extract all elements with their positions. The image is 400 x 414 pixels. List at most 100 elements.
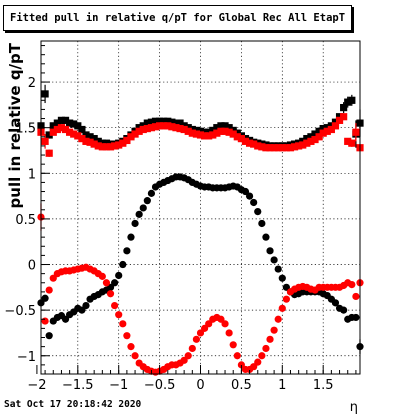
data-point-square — [258, 143, 266, 151]
data-point-circle — [233, 352, 241, 360]
data-point-square — [340, 104, 348, 112]
data-point-square — [348, 139, 356, 147]
data-point-circle — [82, 301, 90, 310]
data-point-circle — [115, 271, 123, 280]
data-point-circle — [278, 304, 286, 312]
data-point-circle — [45, 332, 53, 340]
data-point-square — [119, 139, 127, 147]
grid-lines — [41, 41, 360, 374]
data-point-square — [156, 122, 164, 130]
data-point-square — [307, 133, 315, 141]
x-tick-label: −1 — [109, 378, 128, 393]
data-point-square — [82, 137, 90, 145]
data-point-circle — [258, 219, 266, 228]
data-point-square — [323, 124, 331, 132]
data-point-square — [180, 125, 188, 134]
data-point-square — [221, 127, 229, 135]
data-point-square — [192, 126, 201, 135]
data-point-square — [74, 122, 82, 130]
data-point-circle — [188, 344, 196, 353]
data-point-circle — [98, 272, 106, 280]
data-point-square — [286, 144, 295, 152]
data-point-square — [41, 137, 49, 145]
data-point-square — [348, 96, 356, 104]
data-point-square — [78, 125, 86, 134]
data-point-circle — [266, 335, 274, 343]
data-point-square — [151, 123, 160, 131]
data-point-square — [61, 125, 70, 134]
data-point-circle — [135, 210, 143, 218]
data-point-square — [180, 122, 188, 130]
data-point-square — [164, 117, 172, 125]
data-point-square — [61, 116, 70, 124]
data-point-square — [262, 144, 270, 152]
data-point-square — [270, 144, 278, 152]
data-point-circle — [123, 332, 131, 340]
data-point-circle — [111, 279, 119, 287]
y-tick-label: −1 — [17, 350, 36, 365]
data-point-square — [213, 129, 221, 137]
data-point-circle — [340, 306, 348, 314]
data-point-square — [143, 119, 151, 127]
y-tick-label: 0 — [28, 259, 36, 274]
data-point-square — [233, 129, 241, 137]
data-point-square — [78, 135, 86, 143]
data-point-square — [331, 118, 340, 126]
data-point-square — [168, 123, 176, 131]
data-point-circle — [250, 198, 258, 207]
data-point-square — [299, 141, 307, 149]
data-point-square — [94, 137, 102, 145]
data-point-square — [131, 130, 139, 138]
data-point-square — [315, 133, 323, 141]
data-point-square — [184, 124, 192, 132]
data-point-circle — [352, 313, 360, 322]
x-tick-label: −0.5 — [144, 378, 176, 393]
data-point-circle — [282, 295, 290, 303]
data-point-circle — [352, 292, 360, 301]
data-point-square — [340, 113, 348, 121]
data-point-circle — [348, 280, 356, 289]
data-point-square — [221, 122, 229, 130]
data-point-circle — [41, 294, 49, 302]
x-tick-label: −2 — [27, 378, 46, 393]
data-point-circle — [106, 290, 115, 298]
data-point-square — [139, 125, 147, 134]
data-point-square — [315, 127, 323, 135]
chart-title: Fitted pull in relative q/pT for Global … — [3, 5, 353, 31]
data-point-square — [41, 90, 49, 98]
data-point-square — [274, 144, 282, 152]
data-point-circle — [225, 329, 233, 337]
data-point-circle — [274, 315, 282, 323]
data-point-square — [282, 144, 290, 152]
data-point-circle — [111, 301, 119, 310]
axes: −2 −1.5 −1 −0.5 0 0.5 1 1.5 −1 −0.5 0 0.5 1 1.5 2 — [4, 45, 357, 393]
data-point-square — [115, 141, 123, 149]
x-tick-label: 1 — [278, 378, 286, 393]
x-tick-label: −1.5 — [62, 378, 94, 393]
data-point-square — [70, 120, 78, 128]
data-point-square — [344, 98, 352, 106]
data-point-square — [143, 124, 151, 133]
data-point-square — [176, 119, 184, 127]
data-point-circle — [245, 192, 254, 200]
data-point-circle — [123, 247, 131, 255]
data-point-circle — [258, 352, 266, 360]
data-point-circle — [45, 286, 53, 294]
data-point-square — [311, 130, 319, 138]
data-point-square — [102, 139, 111, 147]
data-point-square — [245, 139, 254, 147]
data-point-square — [53, 119, 61, 127]
data-point-square — [311, 135, 319, 144]
data-point-square — [319, 129, 327, 137]
data-point-square — [94, 142, 102, 150]
data-point-square — [139, 122, 147, 130]
data-point-circle — [119, 320, 127, 328]
data-point-square — [196, 131, 205, 139]
data-point-square — [57, 116, 66, 124]
data-point-square — [335, 113, 344, 121]
data-point-square — [98, 143, 106, 151]
data-point-square — [188, 129, 196, 137]
data-markers — [37, 84, 364, 376]
data-point-square — [303, 135, 311, 143]
data-point-square — [90, 135, 98, 143]
